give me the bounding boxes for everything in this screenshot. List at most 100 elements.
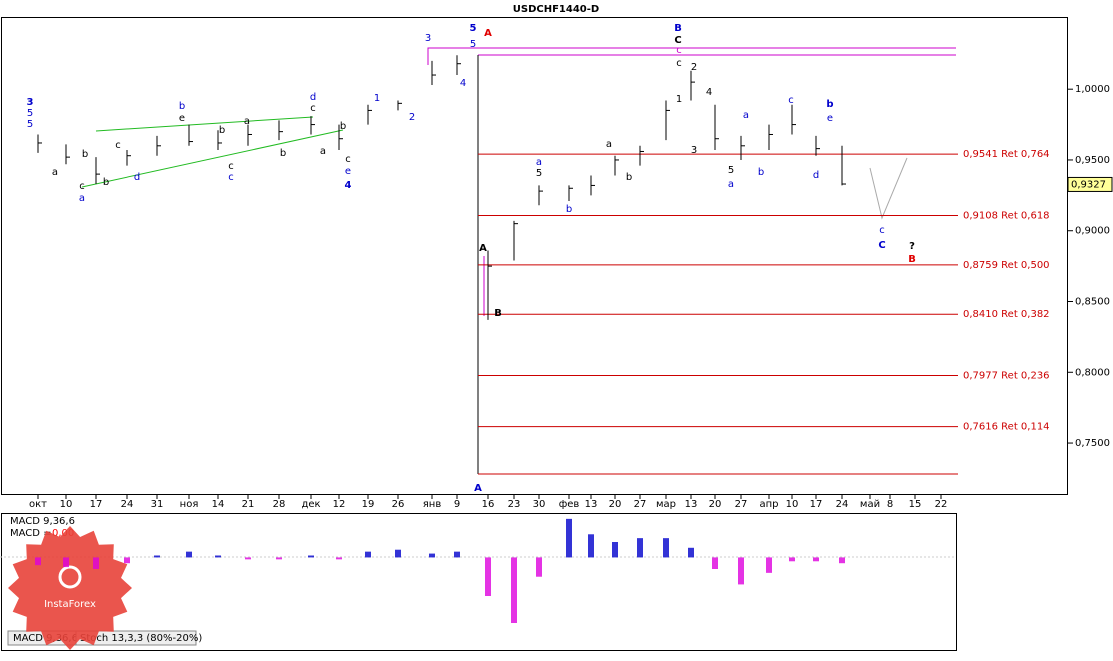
tabs: MACD 9,36,6 Stoch 13,3,3 (80%-20%): [7, 630, 202, 646]
wave-label: 5: [470, 23, 477, 34]
x-tick-label: 17: [90, 499, 103, 510]
x-tick-label: 10: [60, 499, 73, 510]
macd-bar: [663, 538, 669, 558]
y-tick-label: 1,0000: [1075, 84, 1110, 95]
macd-bar: [215, 555, 221, 558]
macd-bar: [336, 557, 342, 560]
x-tick-label: 27: [634, 499, 647, 510]
wave-label: a: [606, 139, 612, 150]
wave-label: 1: [374, 93, 380, 104]
x-tick-label: 27: [735, 499, 748, 510]
wave-label: c: [79, 181, 85, 192]
macd-bar: [712, 557, 718, 569]
x-tick-label: 24: [836, 499, 849, 510]
wave-label: C: [878, 240, 885, 251]
wave-label: c: [788, 95, 794, 106]
tab-label[interactable]: Stoch 13,3,3 (80%-20%): [80, 633, 202, 644]
macd-bar: [454, 551, 460, 558]
level-label: 0,8410 Ret 0,382: [963, 309, 1050, 320]
wave-label: b: [219, 125, 225, 136]
x-tick-label: 26: [392, 499, 405, 510]
projection-line: [869, 157, 908, 220]
y-tick-label: 0,7500: [1075, 438, 1110, 449]
x-tick-label: 13: [685, 499, 698, 510]
wave-label: A: [474, 483, 482, 494]
wave-label: 5: [728, 165, 734, 176]
x-tick-label: 14: [212, 499, 225, 510]
wave-label: B: [494, 308, 502, 319]
x-tick-label: 20: [609, 499, 622, 510]
y-tick-label: 0,9500: [1075, 155, 1110, 166]
x-tick-label: 20: [709, 499, 722, 510]
wave-label: e: [345, 166, 351, 177]
wave-label: 5: [536, 168, 542, 179]
x-tick-label: 24: [121, 499, 134, 510]
level-label: 0,9108 Ret 0,618: [963, 210, 1050, 221]
macd-bar: [612, 542, 618, 558]
x-tick-label: 12: [333, 499, 346, 510]
wave-label: b: [626, 172, 632, 183]
x-tick-label: 13: [585, 499, 598, 510]
x-tick-label: 8: [887, 499, 893, 510]
wave-label: 4: [460, 78, 466, 89]
macd-bar: [395, 549, 401, 558]
wave-label: b: [566, 204, 572, 215]
wave-label: 3: [691, 145, 697, 156]
macd-bar: [766, 557, 772, 573]
wave-label: b: [758, 167, 764, 178]
x-tick-label: 30: [533, 499, 546, 510]
wave-label: b: [340, 121, 346, 132]
last-price-box: [1067, 176, 1113, 192]
wave-label: b: [179, 101, 185, 112]
level-label: 0,7977 Ret 0,236: [963, 371, 1050, 382]
x-tick-label: 9: [454, 499, 460, 510]
x-tick-label: 15: [909, 499, 922, 510]
wave-label: 5: [27, 108, 33, 119]
wave-label: b: [826, 99, 833, 110]
wave-label: a: [728, 179, 734, 190]
wave-label: B: [908, 254, 916, 265]
x-tick-label: 10: [786, 499, 799, 510]
macd-bar: [566, 518, 572, 558]
macd-title: MACD 9,36,6: [10, 516, 75, 527]
macd-bar: [93, 557, 99, 569]
x-tick-label: окт: [29, 499, 47, 510]
macd-bar: [688, 547, 694, 558]
macd-bar: [186, 551, 192, 558]
macd-bar: [511, 557, 517, 623]
wave-label: 3: [425, 33, 431, 44]
x-tick-label: 16: [482, 499, 495, 510]
wave-label: 1: [676, 94, 682, 105]
wave-label: a: [743, 110, 749, 121]
logo-text: InstaForex: [44, 599, 96, 610]
wave-label: A: [484, 28, 492, 39]
x-tick-label: 21: [242, 499, 255, 510]
macd-bar: [485, 557, 491, 596]
wave-label: c: [228, 172, 234, 183]
macd-bar: [429, 553, 435, 558]
macd-bar: [813, 557, 819, 562]
x-tick-label: фев: [559, 499, 580, 510]
x-tick-label: 23: [508, 499, 521, 510]
macd-bar: [308, 555, 314, 558]
wave-label: 2: [409, 112, 415, 123]
macd-bar: [245, 557, 251, 560]
wave-label: c: [879, 225, 885, 236]
wave-label: b: [280, 148, 286, 159]
wave-label: a: [320, 146, 326, 157]
wave-label: c: [115, 140, 121, 151]
wave-label: d: [310, 92, 316, 103]
wave-label: b: [82, 149, 88, 160]
x-tick-label: май: [860, 499, 880, 510]
wave-label: 2: [691, 62, 697, 73]
macd-prefix: MACD =: [10, 528, 52, 539]
x-tick-label: 19: [362, 499, 375, 510]
wave-label: b: [103, 177, 109, 188]
wave-label: d: [134, 172, 140, 183]
x-tick-label: мар: [656, 499, 676, 510]
wave-label: 4: [706, 87, 712, 98]
macd-bar: [588, 534, 594, 558]
wave-label: A: [479, 243, 487, 254]
macd-bar: [738, 557, 744, 585]
y-tick-label: 0,9000: [1075, 226, 1110, 237]
